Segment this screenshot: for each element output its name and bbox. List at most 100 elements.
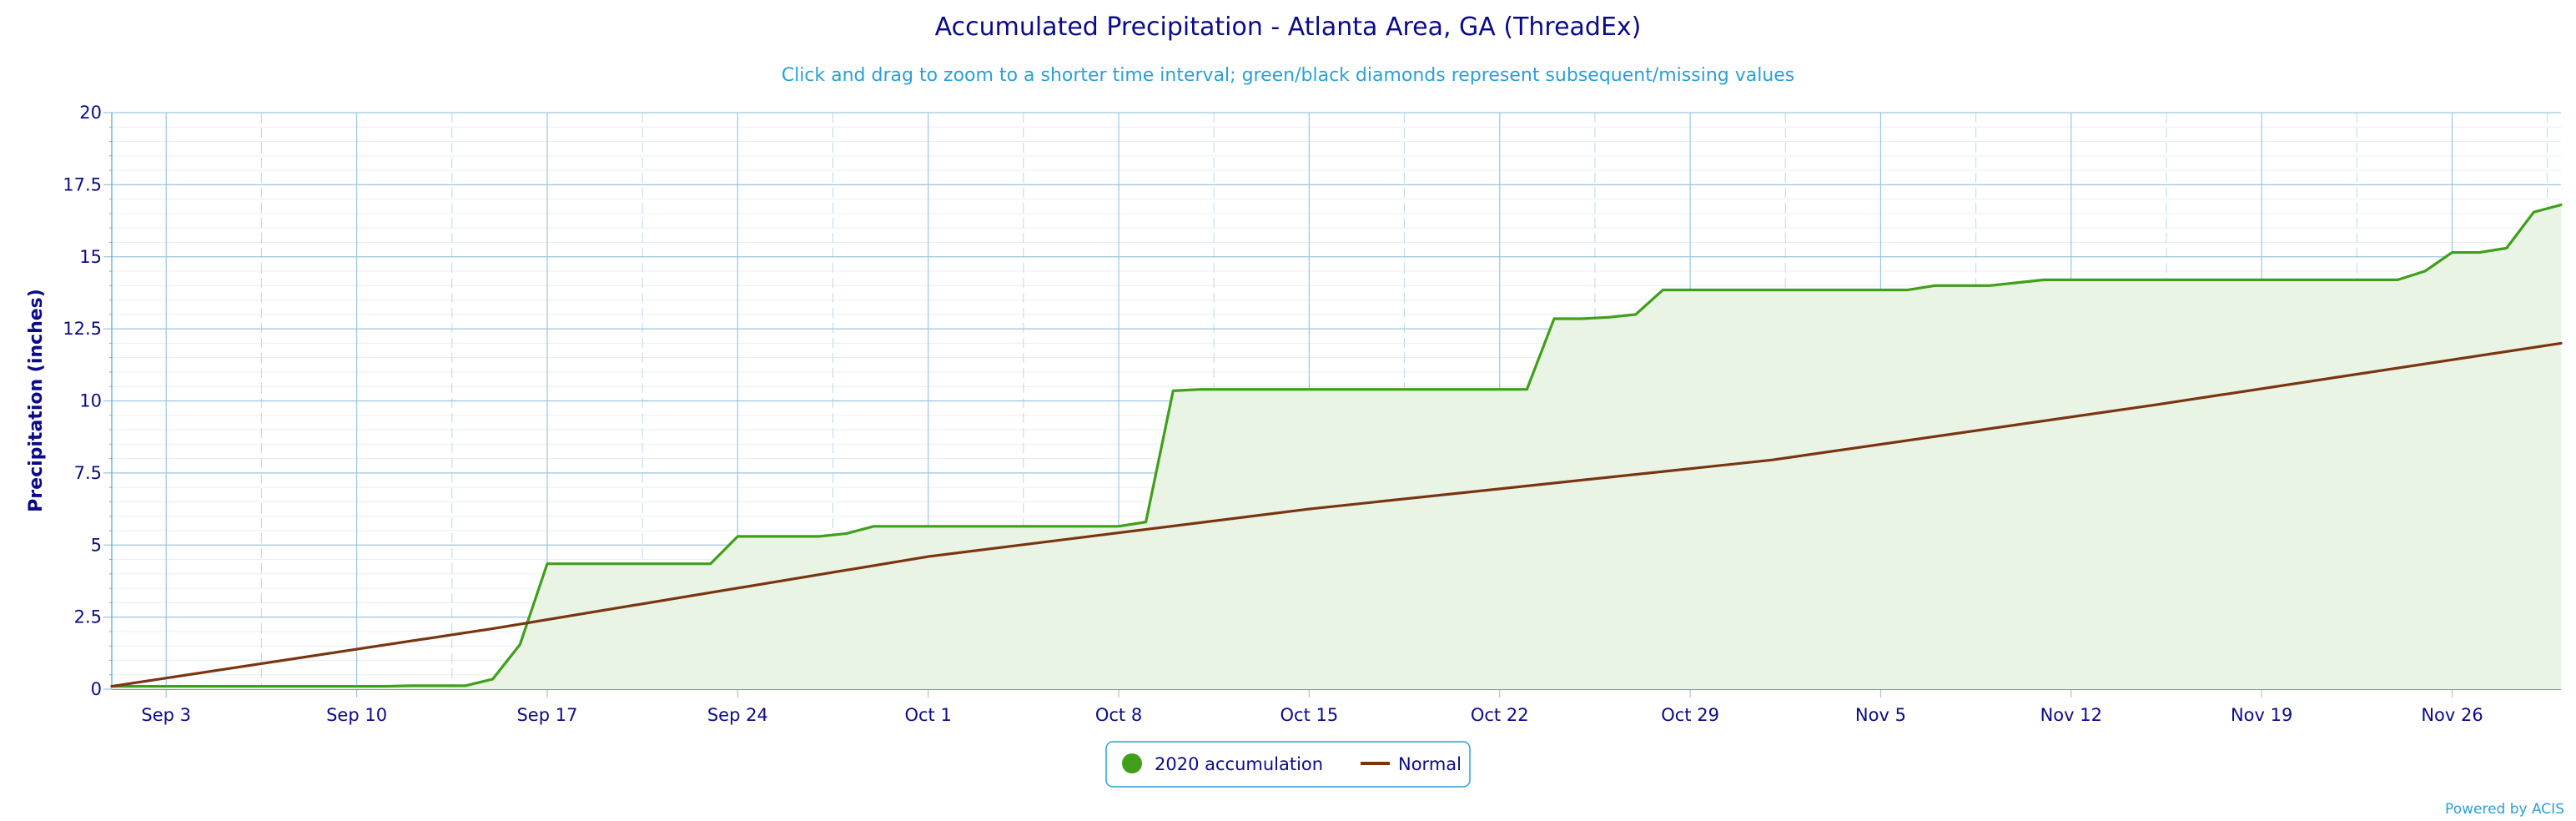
data-point-2020-accumulation[interactable] [2148,275,2158,285]
data-point-2020-accumulation[interactable] [1413,385,1423,395]
data-point-2020-accumulation[interactable] [1495,385,1505,395]
data-point-2020-accumulation[interactable] [1331,385,1341,395]
data-point-2020-accumulation[interactable] [1903,285,1913,295]
data-point-2020-accumulation[interactable] [2284,275,2294,285]
data-point-2020-accumulation[interactable] [189,682,199,692]
data-point-2020-accumulation[interactable] [868,521,878,531]
data-point-2020-accumulation[interactable] [2175,275,2185,285]
data-point-2020-accumulation[interactable] [1277,385,1287,395]
data-point-normal[interactable] [923,552,933,562]
data-point-2020-accumulation[interactable] [2528,207,2538,217]
data-point-2020-accumulation[interactable] [2311,275,2321,285]
data-point-2020-accumulation[interactable] [1032,521,1042,531]
data-point-2020-accumulation[interactable] [2066,275,2076,285]
legend-item-2020-accumulation[interactable]: 2020 accumulation [1122,753,1323,774]
legend-item-normal[interactable]: Normal [1361,754,1462,774]
data-point-2020-accumulation[interactable] [624,559,634,569]
data-point-2020-accumulation[interactable] [1577,314,1587,324]
data-point-2020-accumulation[interactable] [1467,385,1477,395]
data-point-2020-accumulation[interactable] [433,681,443,691]
data-point-2020-accumulation[interactable] [1794,285,1804,295]
data-point-2020-accumulation[interactable] [1304,385,1314,395]
legend[interactable]: 2020 accumulation Normal [1105,741,1471,788]
data-point-2020-accumulation[interactable] [787,531,797,541]
data-point-2020-accumulation[interactable] [978,521,988,531]
data-point-2020-accumulation[interactable] [1875,285,1885,295]
data-point-2020-accumulation[interactable] [570,559,580,569]
data-point-2020-accumulation[interactable] [1359,385,1369,395]
data-point-2020-accumulation[interactable] [406,681,416,691]
data-point-2020-accumulation[interactable] [2093,275,2103,285]
data-point-2020-accumulation[interactable] [515,639,525,649]
data-point-2020-accumulation[interactable] [1141,517,1151,527]
data-point-2020-accumulation[interactable] [352,682,362,692]
data-point-2020-accumulation[interactable] [842,528,852,538]
data-point-2020-accumulation[interactable] [950,521,960,531]
data-point-2020-accumulation[interactable] [2230,275,2240,285]
data-point-normal[interactable] [107,682,117,692]
data-point-2020-accumulation[interactable] [243,682,253,692]
data-point-2020-accumulation[interactable] [161,682,171,692]
data-point-2020-accumulation[interactable] [1440,385,1450,395]
data-point-2020-accumulation[interactable] [1059,521,1069,531]
data-point-2020-accumulation[interactable] [1658,285,1668,295]
data-point-2020-accumulation[interactable] [488,674,498,684]
data-point-normal[interactable] [1767,455,1777,465]
data-point-2020-accumulation[interactable] [1957,280,1967,290]
data-point-2020-accumulation[interactable] [760,531,770,541]
data-point-2020-accumulation[interactable] [1005,521,1015,531]
data-point-2020-accumulation[interactable] [1223,385,1233,395]
data-point-2020-accumulation[interactable] [2257,275,2267,285]
data-point-2020-accumulation[interactable] [2420,266,2430,276]
data-point-2020-accumulation[interactable] [2039,275,2049,285]
data-point-2020-accumulation[interactable] [1250,385,1260,395]
data-point-2020-accumulation[interactable] [651,559,661,569]
data-point-2020-accumulation[interactable] [1114,521,1124,531]
data-point-2020-accumulation[interactable] [2474,248,2484,258]
data-point-2020-accumulation[interactable] [379,682,389,692]
data-point-2020-accumulation[interactable] [325,682,335,692]
data-point-2020-accumulation[interactable] [542,559,552,569]
data-point-2020-accumulation[interactable] [1713,285,1723,295]
data-point-2020-accumulation[interactable] [1631,310,1641,320]
data-point-2020-accumulation[interactable] [1821,285,1831,295]
series-line-normal[interactable] [110,341,2563,688]
data-point-2020-accumulation[interactable] [2121,275,2131,285]
data-point-2020-accumulation[interactable] [1549,314,1559,324]
data-point-2020-accumulation[interactable] [814,531,824,541]
data-point-2020-accumulation[interactable] [2556,200,2566,210]
data-point-2020-accumulation[interactable] [1739,285,1749,295]
data-point-normal[interactable] [1304,504,1314,514]
data-point-2020-accumulation[interactable] [1985,280,1995,290]
data-point-2020-accumulation[interactable] [1386,385,1396,395]
data-point-2020-accumulation[interactable] [678,559,688,569]
data-point-2020-accumulation[interactable] [596,559,606,569]
data-point-2020-accumulation[interactable] [1086,521,1096,531]
data-point-2020-accumulation[interactable] [1603,312,1613,322]
data-point-2020-accumulation[interactable] [1522,385,1532,395]
data-point-2020-accumulation[interactable] [215,682,225,692]
data-point-2020-accumulation[interactable] [1168,385,1178,395]
data-point-2020-accumulation[interactable] [2012,278,2022,288]
data-point-2020-accumulation[interactable] [2366,275,2376,285]
data-point-2020-accumulation[interactable] [2392,275,2402,285]
data-point-2020-accumulation[interactable] [1195,385,1205,395]
series-line-2020-accumulation[interactable] [110,203,2563,688]
data-point-2020-accumulation[interactable] [1849,285,1859,295]
data-point-2020-accumulation[interactable] [2202,275,2212,285]
data-point-2020-accumulation[interactable] [1767,285,1777,295]
data-point-2020-accumulation[interactable] [1685,285,1695,295]
data-point-2020-accumulation[interactable] [2448,248,2458,258]
powered-by-credit[interactable]: Powered by ACIS [2445,801,2564,818]
data-point-2020-accumulation[interactable] [732,531,742,541]
data-point-normal[interactable] [2556,338,2566,348]
data-point-2020-accumulation[interactable] [706,559,716,569]
data-point-2020-accumulation[interactable] [896,521,906,531]
data-point-2020-accumulation[interactable] [270,682,280,692]
data-point-2020-accumulation[interactable] [2338,275,2348,285]
data-point-2020-accumulation[interactable] [460,681,470,691]
data-point-2020-accumulation[interactable] [297,682,307,692]
data-point-normal[interactable] [488,623,498,633]
data-point-normal[interactable] [2148,400,2158,410]
